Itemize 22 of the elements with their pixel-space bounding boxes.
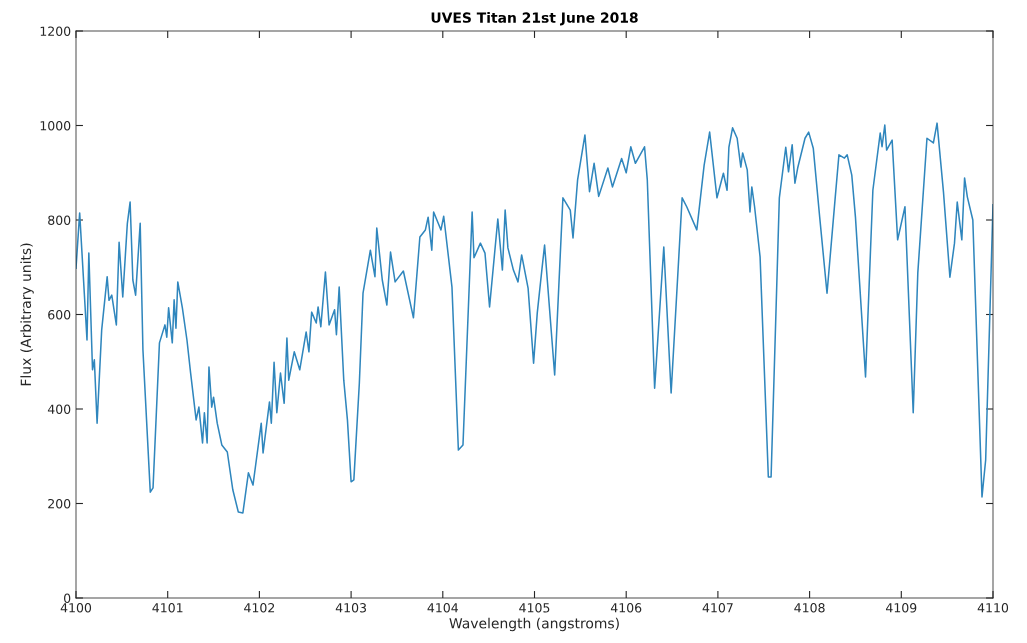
x-tick-label: 4103 <box>335 603 366 613</box>
y-tick-label: 1000 <box>40 120 71 131</box>
chart-title: UVES Titan 21st June 2018 <box>431 12 638 26</box>
x-tick-label: 4104 <box>427 603 458 613</box>
x-tick-label: 4108 <box>794 603 825 613</box>
x-tick-label: 4107 <box>702 603 733 613</box>
y-tick-label: 400 <box>47 404 71 414</box>
x-tick-label: 4110 <box>977 603 1009 613</box>
x-tick-label: 4106 <box>610 603 642 613</box>
x-tick-label: 4109 <box>886 603 917 613</box>
y-tick-label: 800 <box>48 215 71 225</box>
y-tick-label: 0 <box>64 593 71 603</box>
line-series <box>76 122 993 514</box>
x-axis-title: Wavelength (angstroms) <box>449 617 619 632</box>
y-axis-title: Flux (Arbitrary units) <box>20 243 34 386</box>
x-tick-label: 4102 <box>244 603 275 613</box>
x-tick-label: 4105 <box>519 603 550 613</box>
x-tick-label: 4101 <box>152 603 183 613</box>
x-tick-label: 4100 <box>60 603 92 613</box>
y-tick-label: 1200 <box>40 26 71 36</box>
y-tick-label: 200 <box>48 498 71 509</box>
y-tick-label: 600 <box>48 309 71 320</box>
